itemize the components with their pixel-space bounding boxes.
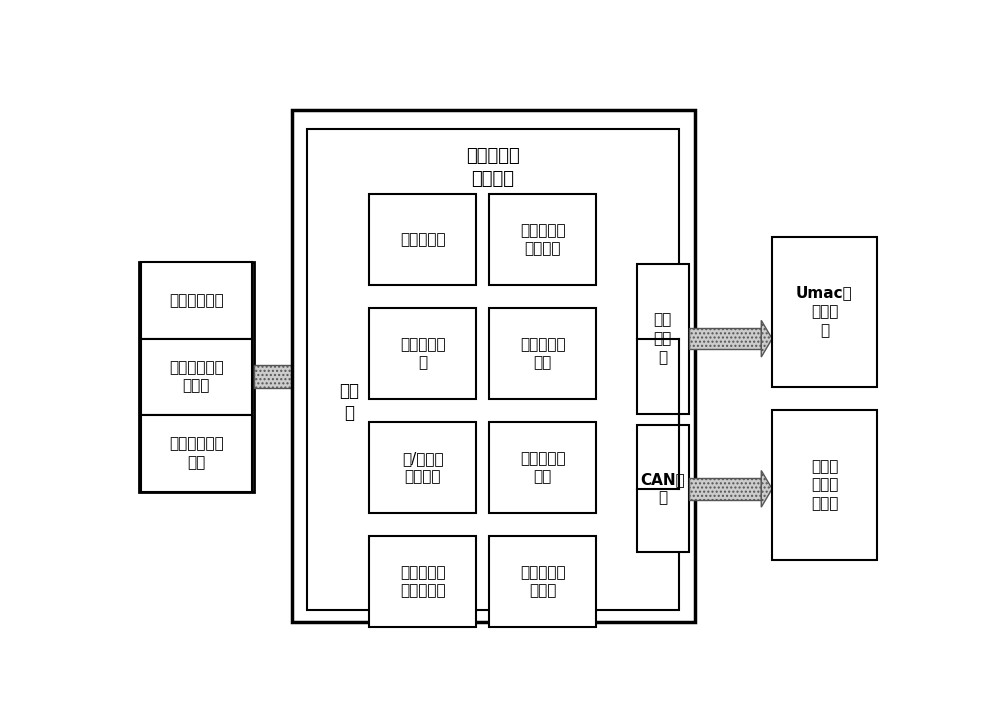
- Bar: [323, 325, 375, 479]
- Text: 初始化模块: 初始化模块: [400, 232, 445, 247]
- Bar: [489, 195, 596, 286]
- Bar: [637, 264, 689, 414]
- Bar: [369, 536, 476, 627]
- Text: 关节角度、速
度信息: 关节角度、速 度信息: [169, 360, 224, 394]
- Bar: [140, 339, 252, 415]
- Text: 数据通信及
显示模块: 数据通信及 显示模块: [520, 223, 566, 257]
- Text: 动力学计算
模块: 动力学计算 模块: [520, 337, 566, 371]
- Bar: [689, 328, 761, 350]
- Text: 系统控制及
仿真单元: 系统控制及 仿真单元: [466, 146, 520, 188]
- Bar: [369, 423, 476, 513]
- Bar: [140, 415, 252, 492]
- Bar: [307, 129, 679, 610]
- Text: 以太
网接
口: 以太 网接 口: [654, 313, 672, 365]
- Text: 视觉测量信息: 视觉测量信息: [169, 293, 224, 308]
- Text: 六维力传感器
信息: 六维力传感器 信息: [169, 436, 224, 470]
- Text: CAN总
线: CAN总 线: [640, 472, 685, 505]
- Text: 末端执
行机构
控制器: 末端执 行机构 控制器: [811, 459, 838, 511]
- Bar: [254, 366, 311, 389]
- Bar: [772, 236, 877, 387]
- Text: 力/位混合
控制模块: 力/位混合 控制模块: [402, 451, 443, 485]
- Text: Umac运
动控制
卡: Umac运 动控制 卡: [796, 286, 853, 338]
- Bar: [369, 309, 476, 399]
- Bar: [140, 262, 252, 339]
- Polygon shape: [761, 320, 772, 357]
- Bar: [489, 423, 596, 513]
- Text: 路径规划模
块: 路径规划模 块: [400, 337, 445, 371]
- Polygon shape: [761, 471, 772, 507]
- Text: 末端执行机
构控制模块: 末端执行机 构控制模块: [400, 565, 445, 598]
- Bar: [292, 110, 695, 622]
- Bar: [139, 262, 254, 492]
- Bar: [369, 195, 476, 286]
- Polygon shape: [311, 357, 323, 397]
- Bar: [637, 425, 689, 552]
- Bar: [489, 536, 596, 627]
- Bar: [689, 478, 761, 500]
- Bar: [489, 309, 596, 399]
- Text: 以太
网: 以太 网: [339, 382, 359, 423]
- Text: 图像可视化
模块: 图像可视化 模块: [520, 451, 566, 485]
- Text: 控制系统调
试模块: 控制系统调 试模块: [520, 565, 566, 598]
- Bar: [772, 410, 877, 560]
